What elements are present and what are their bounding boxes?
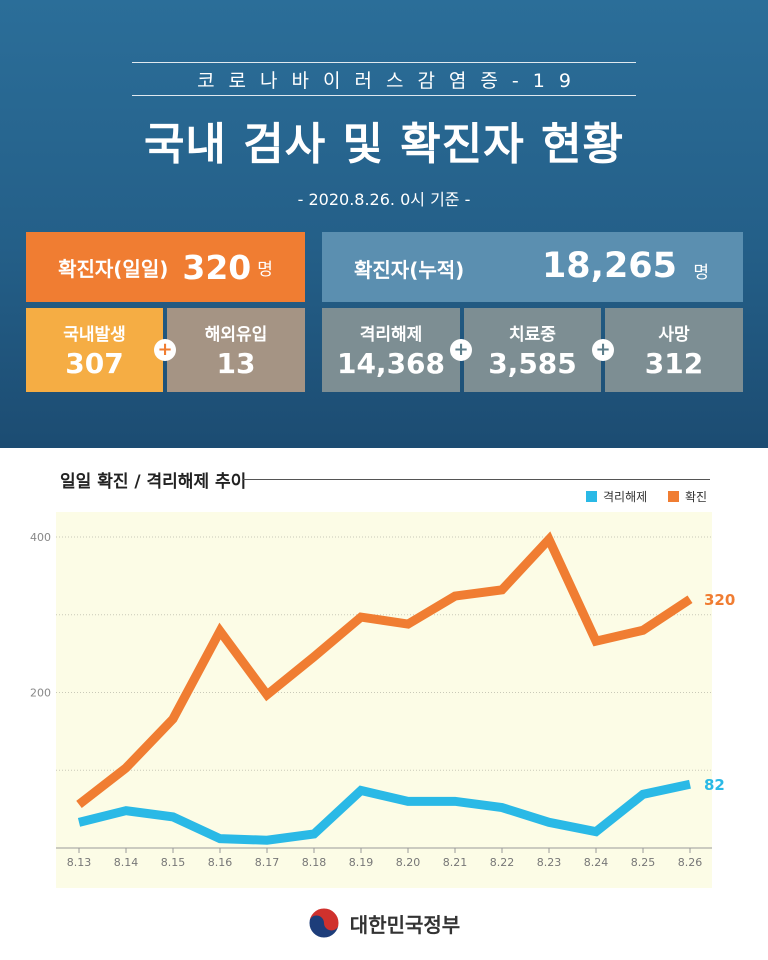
series-line-0 <box>77 779 691 845</box>
domestic-value: 307 <box>65 347 124 380</box>
government-name: 대한민국정부 <box>349 912 461 937</box>
subtitle-box: 코로나바이러스감염증-19 <box>132 62 636 96</box>
in-treatment-label: 치료중 <box>509 325 556 345</box>
taegeuk-logo-icon <box>308 907 340 939</box>
x-tick-label: 8.13 <box>67 856 92 869</box>
y-tick-label: 200 <box>30 687 51 700</box>
imported-value: 13 <box>216 347 256 380</box>
imported-box: 해외유입 13 <box>167 308 305 392</box>
legend-item-confirmed: 확진 <box>668 488 707 505</box>
cumulative-confirmed-label: 확진자(누적) <box>354 258 465 282</box>
x-tick-label: 8.21 <box>443 856 468 869</box>
deaths-value: 312 <box>644 347 704 380</box>
domestic-box: 국내발생 307 <box>26 308 163 392</box>
released-label: 격리해제 <box>359 325 423 345</box>
header-banner: 코로나바이러스감염증-19 국내 검사 및 확진자 현황 - 2020.8.26… <box>0 0 768 448</box>
deaths-label: 사망 <box>658 325 690 345</box>
cumulative-confirmed-unit: 명 <box>693 263 709 283</box>
subtitle: 코로나바이러스감염증-19 <box>197 69 585 92</box>
y-tick-label: 400 <box>30 531 51 544</box>
x-tick-label: 8.14 <box>114 856 139 869</box>
x-tick-label: 8.16 <box>208 856 233 869</box>
legend-label-released: 격리해제 <box>603 490 648 504</box>
x-tick-label: 8.22 <box>490 856 515 869</box>
footer: 대한민국정부 <box>0 903 768 943</box>
x-tick-label: 8.18 <box>302 856 327 869</box>
page-title: 국내 검사 및 확진자 현황 <box>143 119 625 170</box>
x-tick-label: 8.24 <box>584 856 609 869</box>
legend-item-released: 격리해제 <box>586 488 647 505</box>
data-label: 320 <box>704 591 735 609</box>
cumulative-confirmed-value: 18,265 <box>541 246 677 286</box>
chart-title-divider <box>243 479 710 480</box>
chart-title: 일일 확진 / 격리해제 추이 <box>60 472 247 492</box>
imported-label: 해외유입 <box>204 325 268 345</box>
plus-icon: + <box>450 339 472 361</box>
in-treatment-box: 치료중 3,585 <box>464 308 601 392</box>
in-treatment-value: 3,585 <box>488 347 577 380</box>
plus-icon: + <box>154 339 176 361</box>
x-tick-label: 8.15 <box>161 856 186 869</box>
daily-confirmed-value: 320 <box>182 247 252 287</box>
x-tick-label: 8.17 <box>255 856 280 869</box>
reference-date: - 2020.8.26. 0시 기준 - <box>297 190 471 209</box>
daily-confirmed-label: 확진자(일일) <box>58 256 169 281</box>
x-tick-label: 8.20 <box>396 856 421 869</box>
series-line-1 <box>76 531 693 809</box>
daily-confirmed-box: 확진자(일일) 320 명 <box>26 232 305 302</box>
released-box: 격리해제 14,368 <box>322 308 460 392</box>
x-tick-label: 8.25 <box>631 856 656 869</box>
data-label: 82 <box>704 776 725 794</box>
plus-icon: + <box>592 339 614 361</box>
cumulative-confirmed-box: 확진자(누적) 18,265 명 <box>322 232 743 302</box>
legend-swatch-released <box>586 491 597 502</box>
legend-swatch-confirmed <box>668 491 679 502</box>
x-tick-label: 8.23 <box>537 856 562 869</box>
x-tick-label: 8.19 <box>349 856 374 869</box>
x-tick-label: 8.26 <box>678 856 703 869</box>
legend-label-confirmed: 확진 <box>685 490 708 504</box>
domestic-label: 국내발생 <box>63 325 126 345</box>
deaths-box: 사망 312 <box>605 308 743 392</box>
released-value: 14,368 <box>336 347 446 380</box>
daily-confirmed-unit: 명 <box>257 259 273 280</box>
